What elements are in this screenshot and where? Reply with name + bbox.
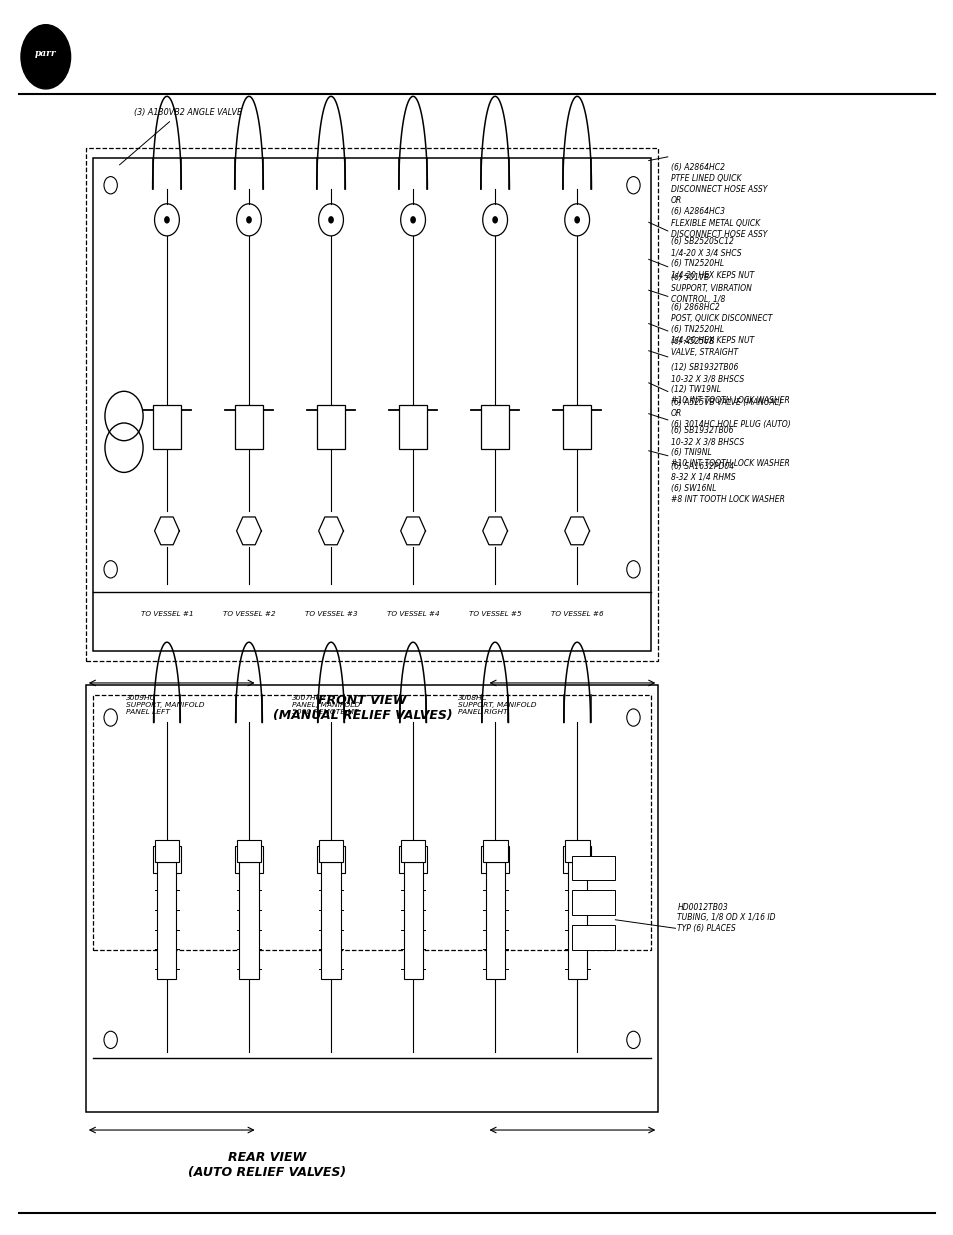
Text: 3007HC2
PANEL, MANIFOLD
5000 REMOTE MT: 3007HC2 PANEL, MANIFOLD 5000 REMOTE MT xyxy=(292,695,359,715)
Bar xyxy=(316,846,345,873)
Text: (6) A2864HC2
PTFE LINED QUICK
DISCONNECT HOSE ASSY
OR
(6) A2864HC3
FLEXIBLE META: (6) A2864HC2 PTFE LINED QUICK DISCONNECT… xyxy=(670,163,766,238)
Bar xyxy=(572,856,615,881)
Text: (6) 501VB
SUPPORT, VIBRATION
CONTROL, 1/8: (6) 501VB SUPPORT, VIBRATION CONTROL, 1/… xyxy=(670,273,751,304)
Bar xyxy=(318,840,343,862)
Bar xyxy=(400,840,425,862)
Bar xyxy=(152,405,181,450)
Text: TO VESSEL #4: TO VESSEL #4 xyxy=(386,611,439,616)
Bar xyxy=(567,862,586,979)
Circle shape xyxy=(246,216,252,224)
Text: HD0012TB03
TUBING, 1/8 OD X 1/16 ID
TYP (6) PLACES: HD0012TB03 TUBING, 1/8 OD X 1/16 ID TYP … xyxy=(677,903,775,932)
Bar xyxy=(480,405,509,450)
Bar xyxy=(572,925,615,950)
Text: 3008HC
SUPPORT, MANIFOLD
PANEL RIGHT: 3008HC SUPPORT, MANIFOLD PANEL RIGHT xyxy=(457,695,536,715)
Bar xyxy=(562,846,591,873)
Bar xyxy=(86,148,658,661)
Bar xyxy=(480,846,509,873)
Text: (6) 2868HC2
POST, QUICK DISCONNECT
(6) TN2520HL
1/4-20 HEX KEPS NUT: (6) 2868HC2 POST, QUICK DISCONNECT (6) T… xyxy=(670,303,771,345)
Bar xyxy=(157,862,176,979)
Text: REAR VIEW
(AUTO RELIEF VALVES): REAR VIEW (AUTO RELIEF VALVES) xyxy=(188,1151,346,1179)
Bar xyxy=(403,862,422,979)
Text: (6) A525VB
VALVE, STRAIGHT: (6) A525VB VALVE, STRAIGHT xyxy=(670,337,737,357)
Text: (6) SA1632PD04
8-32 X 1/4 RHMS
(6) SW16NL
#8 INT TOOTH LOCK WASHER: (6) SA1632PD04 8-32 X 1/4 RHMS (6) SW16N… xyxy=(670,462,783,504)
Text: TO VESSEL #1: TO VESSEL #1 xyxy=(140,611,193,616)
Text: TO VESSEL #3: TO VESSEL #3 xyxy=(304,611,357,616)
Bar xyxy=(398,846,427,873)
Text: parr: parr xyxy=(35,48,56,58)
Bar xyxy=(572,890,615,915)
Bar xyxy=(236,840,261,862)
Bar xyxy=(234,405,263,450)
Bar xyxy=(152,846,181,873)
Bar xyxy=(154,840,179,862)
Bar xyxy=(93,158,650,651)
Bar xyxy=(234,846,263,873)
Text: (6) A525VB VALVE (MANUAL)
OR
(6) 3014HC HOLE PLUG (AUTO): (6) A525VB VALVE (MANUAL) OR (6) 3014HC … xyxy=(670,398,790,429)
Circle shape xyxy=(410,216,416,224)
Text: TO VESSEL #5: TO VESSEL #5 xyxy=(468,611,521,616)
Circle shape xyxy=(328,216,334,224)
Text: (6) SB1932TB06
10-32 X 3/8 BHSCS
(6) TNI9NL
#10 INT TOOTH LOCK WASHER: (6) SB1932TB06 10-32 X 3/8 BHSCS (6) TNI… xyxy=(670,426,788,468)
Text: TO VESSEL #2: TO VESSEL #2 xyxy=(222,611,275,616)
Circle shape xyxy=(164,216,170,224)
Text: 3009HC
SUPPORT, MANIFOLD
PANEL LEFT: 3009HC SUPPORT, MANIFOLD PANEL LEFT xyxy=(126,695,204,715)
Text: TO VESSEL #6: TO VESSEL #6 xyxy=(550,611,603,616)
Bar xyxy=(86,685,658,1112)
Bar xyxy=(316,405,345,450)
Text: FRONT VIEW
(MANUAL RELIEF VALVES): FRONT VIEW (MANUAL RELIEF VALVES) xyxy=(273,694,452,722)
Text: (3) A130VB2 ANGLE VALVE: (3) A130VB2 ANGLE VALVE xyxy=(133,109,241,117)
Circle shape xyxy=(21,25,71,89)
Bar xyxy=(482,840,507,862)
Bar xyxy=(485,862,504,979)
Bar xyxy=(239,862,258,979)
Circle shape xyxy=(492,216,497,224)
Bar xyxy=(93,695,650,950)
Bar xyxy=(564,840,589,862)
Circle shape xyxy=(574,216,579,224)
Bar xyxy=(321,862,340,979)
Bar xyxy=(562,405,591,450)
Bar xyxy=(398,405,427,450)
Text: (12) SB1932TB06
10-32 X 3/8 BHSCS
(12) TW19NL
#10 INT TOOTH LOCK WASHER: (12) SB1932TB06 10-32 X 3/8 BHSCS (12) T… xyxy=(670,363,788,405)
Text: (6) SB2520SC12
1/4-20 X 3/4 SHCS
(6) TN2520HL
1/4-20 HEX KEPS NUT: (6) SB2520SC12 1/4-20 X 3/4 SHCS (6) TN2… xyxy=(670,237,753,279)
